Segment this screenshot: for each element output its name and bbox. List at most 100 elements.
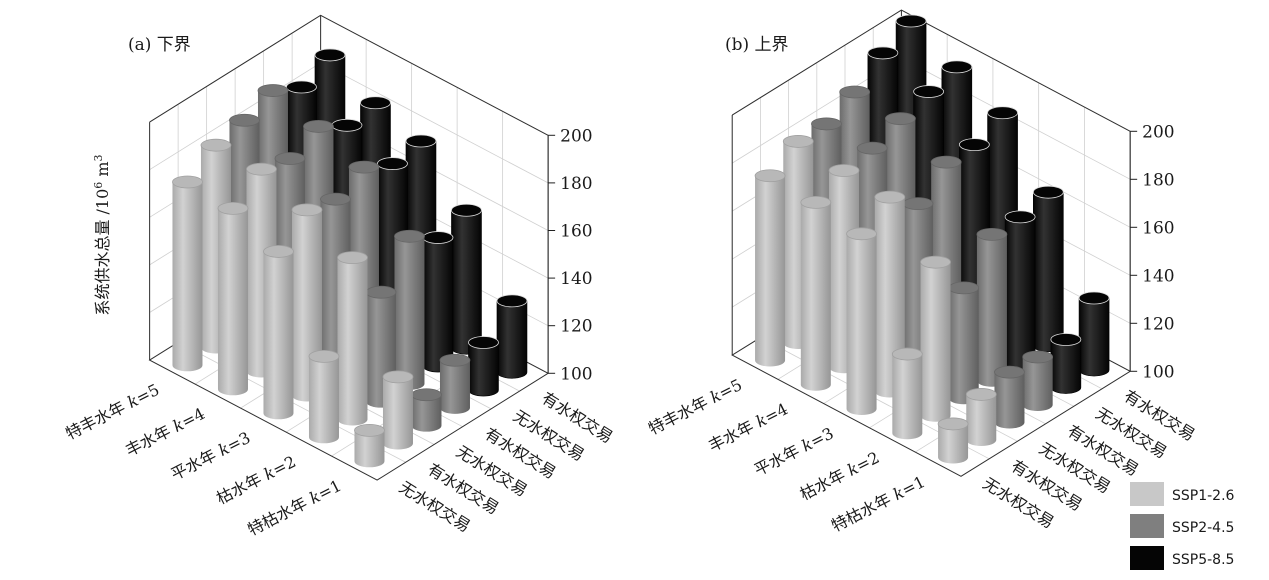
bar-SSP5-8.5-枯水年 k=2	[451, 203, 482, 355]
bar-top	[314, 48, 346, 62]
bar-body	[496, 300, 528, 379]
bar-top	[913, 85, 945, 98]
z-tick-label: 100	[1142, 362, 1174, 382]
bars	[172, 48, 528, 468]
bar-body	[874, 197, 905, 398]
bar-body	[1078, 297, 1110, 377]
bar-top	[1022, 350, 1054, 364]
year-tick-label: 丰水年 k=4	[122, 404, 208, 460]
bar-top	[895, 14, 927, 28]
year-tick-label: 平水年 k=3	[751, 424, 837, 480]
bar-top	[439, 353, 471, 367]
bar-top	[308, 349, 340, 363]
bar-top	[348, 160, 380, 174]
year-tick-label: 平水年 k=3	[168, 428, 254, 484]
bar-top	[394, 229, 425, 243]
bar-body	[846, 233, 877, 416]
z-tick-label: 140	[1142, 266, 1174, 286]
bar-body	[337, 257, 368, 426]
bar-SSP2-4.5-特枯水年 k=1	[994, 365, 1025, 429]
bar-body	[354, 430, 385, 468]
bar-top	[303, 120, 334, 133]
bar-body	[994, 372, 1025, 429]
bar-SSP2-4.5-特枯水年 k=1	[439, 353, 471, 414]
bar-top	[930, 155, 962, 169]
z-tick-label: 160	[1142, 218, 1174, 238]
bar-SSP1-2.6-枯水年 k=2	[920, 255, 951, 422]
bar-top	[496, 294, 528, 308]
bar-top	[920, 255, 951, 269]
z-tick-label: 180	[1142, 170, 1174, 190]
bar-top	[782, 135, 814, 148]
bar-body	[263, 251, 294, 420]
bar-SSP1-2.6-枯水年 k=2	[337, 251, 368, 426]
bar-body	[755, 175, 786, 367]
bar-SSP2-4.5-枯水年 k=2	[976, 227, 1008, 387]
bar-body	[451, 209, 482, 355]
legend-item: SSP2-4.5	[1130, 514, 1234, 538]
panel-title: (b) 上界	[725, 35, 789, 55]
bar-top	[948, 281, 980, 295]
bar-top	[291, 203, 323, 217]
bar-top	[1050, 333, 1082, 346]
bar-top	[320, 192, 351, 206]
bar-top	[891, 347, 923, 361]
bar-top	[994, 365, 1025, 379]
bar-SSP2-4.5-枯水年 k=2	[948, 281, 980, 405]
legend-label: SSP2-4.5	[1172, 520, 1234, 536]
z-tick-label: 160	[560, 221, 592, 241]
year-tick-label: 丰水年 k=4	[705, 399, 791, 455]
bar-SSP2-4.5-枯水年 k=2	[394, 229, 425, 390]
bar-SSP2-4.5-特枯水年 k=1	[411, 388, 442, 432]
bar-SSP5-8.5-枯水年 k=2	[422, 231, 454, 373]
z-tick-label: 120	[1142, 314, 1174, 334]
z-tick-label: 140	[560, 269, 592, 289]
bar-top	[987, 106, 1018, 120]
bar-top	[360, 96, 391, 110]
bar-top	[354, 423, 385, 437]
bar-body	[439, 360, 470, 414]
bar-SSP1-2.6-特丰水年 k=5	[172, 175, 203, 372]
legend-label: SSP5-8.5	[1172, 552, 1234, 568]
bar-top	[405, 134, 437, 148]
bar-top	[200, 138, 232, 152]
bar-body	[966, 394, 997, 447]
bar-top	[874, 190, 906, 204]
bar-body	[1022, 357, 1053, 412]
bar-top	[867, 46, 899, 60]
bar-top	[172, 175, 203, 189]
legend-item: SSP5-8.5	[1130, 546, 1234, 570]
legend-item: SSP1-2.6	[1130, 482, 1235, 506]
z-tick-label: 120	[560, 317, 592, 337]
bar-SSP1-2.6-特枯水年 k=1	[937, 417, 969, 464]
bar-SSP5-8.5-特枯水年 k=1	[496, 294, 528, 379]
bar-body	[800, 202, 831, 391]
bar-SSP1-2.6-枯水年 k=2	[308, 349, 340, 444]
z-tick-label: 200	[1142, 122, 1174, 142]
bar-top	[286, 80, 317, 94]
bar-SSP1-2.6-丰水年 k=4	[217, 201, 249, 396]
year-tick-label: 枯水年 k=2	[797, 448, 883, 504]
bar-top	[337, 251, 368, 265]
z-tick-label: 200	[560, 126, 592, 146]
bar-SSP1-2.6-平水年 k=3	[874, 190, 906, 398]
bar-body	[920, 262, 951, 422]
bar-SSP1-2.6-平水年 k=3	[263, 245, 294, 420]
bar-top	[885, 112, 916, 126]
bar-top	[941, 60, 973, 74]
bar-top	[229, 113, 260, 127]
legend-swatch	[1130, 482, 1164, 506]
bar-top	[1032, 185, 1064, 199]
bar-top	[382, 370, 414, 384]
bar-top	[217, 201, 249, 215]
bar-top	[965, 388, 997, 401]
bar-body	[976, 234, 1007, 387]
bar-top	[902, 197, 934, 211]
year-tick-label: 枯水年 k=2	[213, 452, 299, 508]
bar-top	[1004, 210, 1036, 224]
legend-label: SSP1-2.6	[1172, 488, 1235, 504]
bar-body	[172, 182, 203, 372]
legend-swatch	[1130, 514, 1164, 538]
